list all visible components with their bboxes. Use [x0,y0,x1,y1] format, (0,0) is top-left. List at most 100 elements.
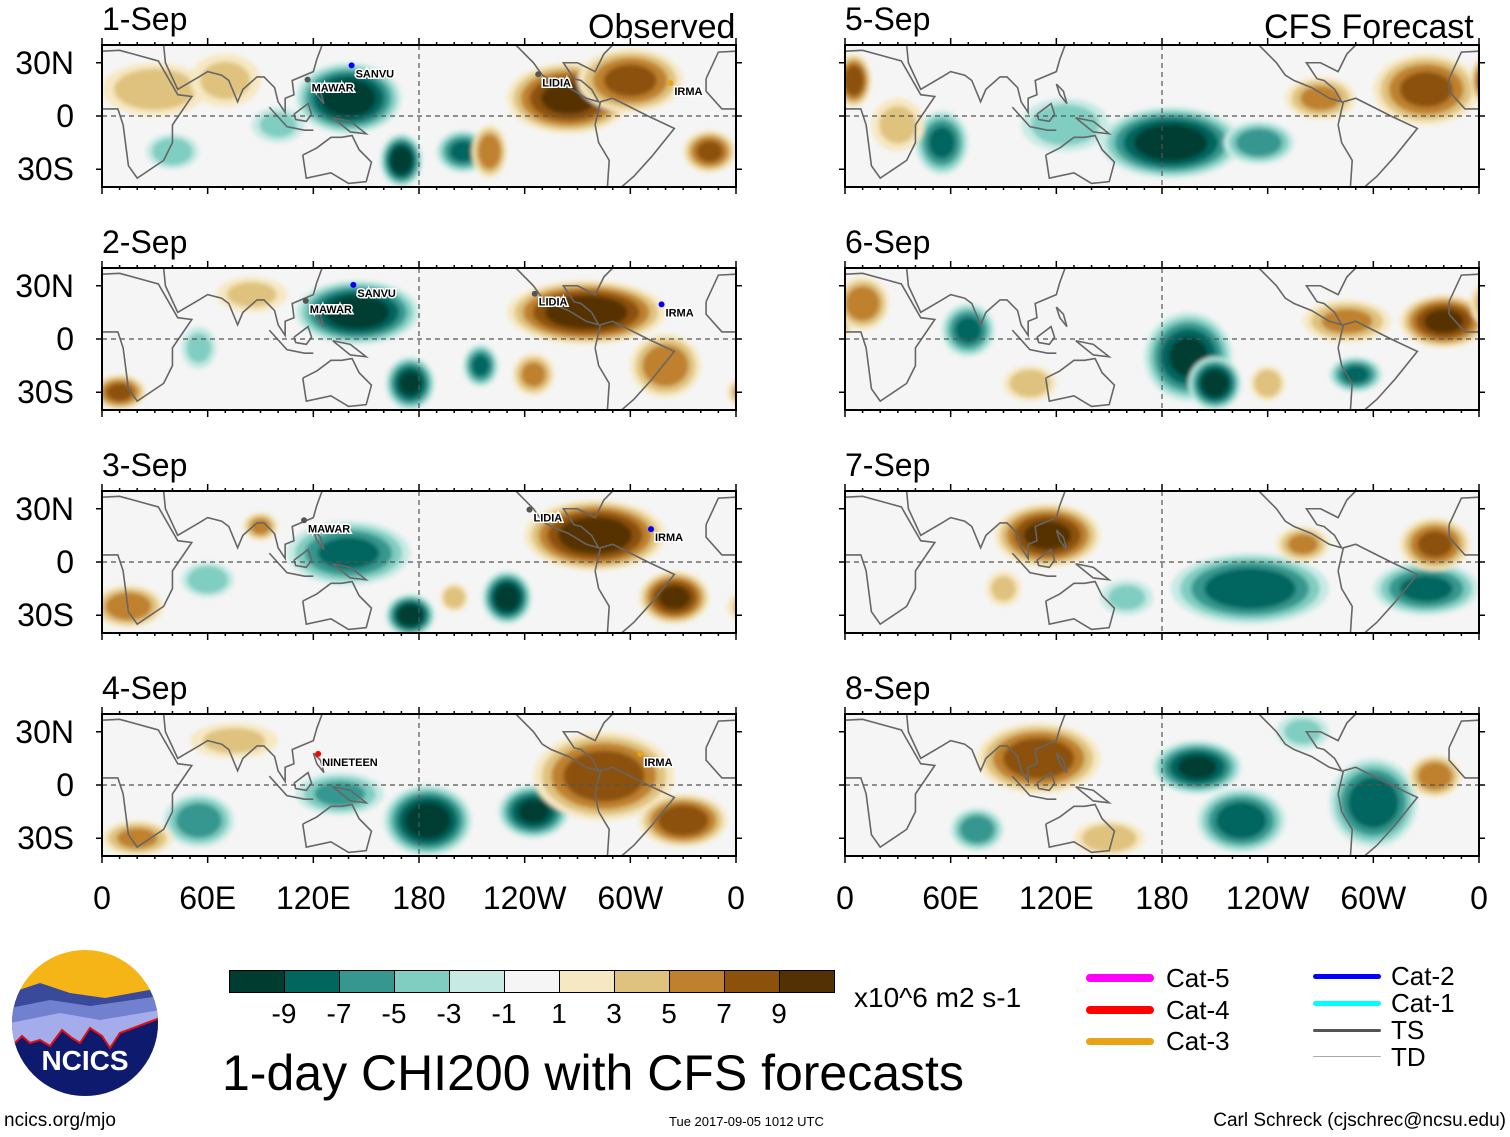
anomaly-contour--9 [404,801,451,840]
coastline [312,83,325,105]
x-tick-label: 120W [1225,880,1310,916]
colorbar-label: -7 [326,998,352,1029]
coastline [1036,325,1056,346]
map-panel-4-Sep: NINETEEN IRMA [96,707,742,863]
anomaly-contour-7 [1003,737,1075,779]
legend-label: TD [1391,1042,1426,1072]
map-canvas [839,38,1485,194]
legend-label: Cat-3 [1166,1026,1230,1056]
coastline [1075,785,1112,804]
footer-center: Tue 2017-09-05 1012 UTC [669,1114,824,1129]
colorbar [229,970,835,993]
anomaly-contour-7 [1399,71,1453,108]
storm-label: IRMA [666,307,694,319]
coastline [1055,306,1068,328]
anomaly-contour-5 [521,362,546,387]
coastline [332,116,369,135]
anomaly-contour--3 [1284,719,1322,745]
y-tick-label: 30S [17,374,74,410]
storm-track-marker [302,297,309,304]
anomaly-contour-9 [1424,309,1464,334]
coastline [1055,752,1068,774]
anomaly-contour--7 [928,126,956,159]
coastline [268,106,314,131]
coastline [332,339,369,358]
map-canvas: NINETEEN IRMA [96,707,742,863]
anomaly-contour--9 [517,799,550,824]
colorbar-label: 1 [551,998,567,1029]
x-tick-label: 60E [922,880,980,916]
storm-track-marker [647,526,654,533]
anomaly-contour--5 [959,815,995,844]
y-tick-label: 30S [17,820,74,856]
colorbar-label: -1 [491,998,517,1029]
anomaly-contour--9 [320,79,377,117]
anomaly-contour--7 [471,354,490,377]
anomaly-contour-3 [1081,824,1137,852]
coastline [905,268,1066,339]
colorbar-label: 7 [716,998,732,1029]
storm-label: IRMA [674,86,702,98]
x-tick-label: 60E [179,880,237,916]
right-header: CFS Forecast [1264,8,1474,46]
map-canvas: SANVU MAWAR LIDIA IRMA [96,261,742,417]
anomaly-contour--9 [494,583,520,612]
map-panel-8-Sep [839,707,1485,863]
anomaly-contour--9 [1201,369,1229,398]
anomaly-contour-3 [1254,369,1282,398]
panel-date: 7-Sep [845,447,931,483]
map-panel-1-Sep: SANVU MAWAR LIDIA IRMA [96,38,742,194]
coastline [1075,562,1112,581]
legend-line-cat-4 [1086,1006,1154,1014]
panel-frame [844,490,1480,634]
anomaly-contour--9 [397,604,424,627]
coastline [312,306,325,328]
x-tick-label: 0 [1470,880,1488,916]
anomaly-contour--9 [1177,755,1217,780]
coastline [905,45,1066,116]
anomaly-contour--7 [317,537,380,570]
coastline [1337,766,1419,856]
anomaly-contour-5 [1287,534,1319,555]
colorbar-swatch [340,971,395,992]
map-panel-7-Sep [839,484,1485,640]
legend-label: Cat-4 [1166,995,1230,1025]
coastline [1036,102,1056,123]
storm-label: SANVU [356,68,395,80]
x-tick-label: 0 [727,880,745,916]
y-tick-label: 30S [17,597,74,633]
coastline [301,134,373,185]
anomaly-contour-3 [1474,289,1479,318]
anomaly-contour--7 [1399,575,1453,602]
coastline [1258,491,1357,550]
panel-date: 2-Sep [102,224,188,260]
anomaly-contour--1 [835,562,845,615]
storm-track-marker [315,750,322,757]
anomaly-contour--3 [259,112,297,138]
anomaly-contour-5 [642,344,689,387]
anomaly-contour-7 [845,65,864,96]
coastline [515,491,614,550]
anomaly-contour-1 [92,130,102,173]
panel-frame [844,44,1480,188]
panel-date: 8-Sep [845,670,931,706]
anomaly-contour-9 [658,585,691,610]
coastline [1337,97,1419,187]
anomaly-contour-5 [835,301,844,342]
coastline [1258,45,1357,104]
coastline [515,714,614,773]
anomaly-contour--5 [175,803,222,838]
colorbar-swatch [780,971,834,992]
anomaly-contour-5 [1417,762,1453,791]
y-tick-label: 30N [15,268,74,304]
storm-track-marker [658,301,665,308]
colorbar-swatch [395,971,450,992]
anomaly-contour-5 [1321,308,1373,334]
storm-label: MAWAR [308,523,350,535]
colorbar-swatch [230,971,285,992]
anomaly-contour--3 [151,137,193,166]
storm-track-marker [526,506,533,513]
anomaly-contour-7 [1417,530,1453,558]
coastline [293,771,313,792]
coastline [1258,268,1357,327]
